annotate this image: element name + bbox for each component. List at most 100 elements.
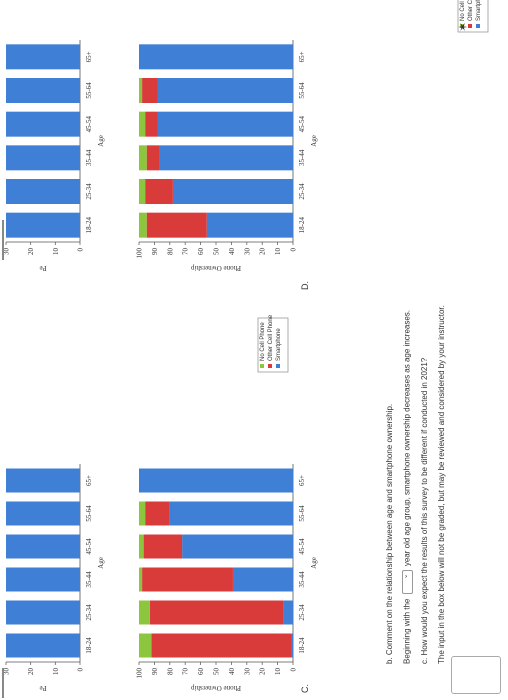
y-tick-label: 20 — [259, 248, 267, 256]
y-tick-label: 70 — [182, 668, 190, 676]
bar-segment — [283, 600, 294, 625]
bar-segment — [139, 567, 143, 592]
x-tick-label: 45-54 — [85, 538, 93, 555]
x-tick-label: 65+ — [85, 475, 93, 486]
y-tick-label: 20 — [259, 668, 267, 676]
y-tick-label: 10 — [52, 248, 60, 256]
y-axis-title: Pe — [40, 264, 47, 272]
legend-right-item-label: No Cell Ph — [460, 0, 466, 21]
x-tick-label: 55-64 — [298, 82, 306, 99]
bar-segment — [291, 633, 293, 658]
y-tick-label: 50 — [213, 248, 221, 256]
y-tick-label: 10 — [274, 248, 282, 256]
x-tick-label: 55-64 — [85, 82, 93, 99]
x-tick-label: 35-44 — [298, 571, 306, 588]
bar-segment — [139, 179, 146, 204]
y-axis-title: Phone Ownership — [191, 264, 241, 272]
legend-right-item-swatch — [476, 24, 480, 28]
y-tick-label: 40 — [228, 668, 236, 676]
y-tick-label: 0 — [77, 248, 85, 252]
y-tick-label: 100 — [136, 248, 144, 259]
question-b-sentence-end: year old age group, smartphone ownership… — [402, 309, 412, 567]
y-tick-label: 10 — [274, 668, 282, 676]
bar-segment — [6, 534, 80, 559]
x-tick-label: 35-44 — [298, 149, 306, 166]
legend-right-item-label: Smartphor — [476, 0, 482, 21]
age-group-dropdown[interactable]: ⌄ — [402, 570, 413, 595]
x-axis-title: Age — [97, 135, 105, 147]
y-tick-label: 30 — [243, 248, 251, 256]
y-tick-label: 0 — [77, 668, 85, 672]
bar-segment — [6, 179, 80, 204]
y-tick-label: 0 — [290, 668, 298, 672]
bar-segment — [206, 212, 293, 238]
question-b-sentence: Beginning with the ⌄ year old age group,… — [402, 310, 413, 664]
x-tick-label: 25-34 — [85, 604, 93, 621]
legend-item-label: Smartphone — [276, 328, 282, 361]
x-tick-label: 25-34 — [85, 183, 93, 200]
bar-segment — [169, 501, 293, 526]
question-c-note: The input in the box below will not be g… — [437, 305, 446, 664]
bar-segment — [6, 78, 80, 103]
bar-segment — [145, 179, 173, 204]
legend-item-box — [257, 317, 289, 373]
bar-segment — [157, 78, 293, 103]
bar-segment — [139, 44, 293, 70]
y-tick-label: 30 — [3, 668, 11, 676]
answer-input-box[interactable] — [451, 656, 501, 694]
bar-segment — [157, 111, 293, 137]
bar-segment — [146, 212, 207, 238]
bar-segment — [6, 44, 80, 70]
chart-a-frame-edge — [2, 668, 4, 698]
legend-item-swatch — [260, 364, 264, 368]
question-b-sentence-start: Beginning with the — [402, 598, 412, 664]
x-axis-title: Age — [310, 135, 318, 147]
bar-segment — [143, 534, 183, 559]
bar-segment — [142, 567, 233, 592]
bar-segment — [6, 468, 80, 493]
y-tick-label: 20 — [27, 668, 35, 676]
y-tick-label: 70 — [182, 248, 190, 256]
x-tick-label: 55-64 — [85, 505, 93, 522]
bar-segment — [6, 633, 80, 658]
y-tick-label: 100 — [136, 668, 144, 679]
bar-segment — [149, 600, 284, 625]
section-c-label: C. — [300, 684, 310, 693]
legend-right-item-swatch — [460, 24, 464, 28]
section-d-label: D. — [300, 281, 310, 290]
y-tick-label: 90 — [151, 668, 159, 676]
bar-segment — [139, 78, 143, 103]
legend-item-swatch — [268, 364, 272, 368]
bar-segment — [182, 534, 293, 559]
y-tick-label: 60 — [197, 668, 205, 676]
x-tick-label: 35-44 — [85, 571, 93, 588]
bar-segment — [139, 111, 146, 137]
x-tick-label: 55-64 — [298, 505, 306, 522]
bar-segment — [139, 501, 146, 526]
x-tick-label: 18-24 — [298, 217, 306, 234]
legend-item-label: Other Cell Phone — [268, 314, 274, 361]
y-tick-label: 30 — [243, 668, 251, 676]
y-tick-label: 60 — [197, 248, 205, 256]
question-c-prompt: c. How would you expect the results of t… — [420, 357, 429, 664]
legend-right-item-label: Other Cell — [468, 0, 474, 21]
question-b-prompt: b. Comment on the relationship between a… — [385, 403, 394, 664]
legend-right-item-box — [457, 0, 489, 33]
y-axis-title: Phone Ownership — [191, 684, 241, 692]
bar-segment — [172, 179, 294, 204]
y-tick-label: 80 — [166, 248, 174, 256]
bar-segment — [139, 633, 152, 658]
bar-segment — [232, 567, 294, 592]
y-tick-label: 50 — [213, 668, 221, 676]
bar-segment — [6, 212, 80, 238]
chart-b-frame-edge — [2, 220, 4, 260]
x-axis-title: Age — [97, 557, 105, 569]
x-tick-label: 65+ — [298, 475, 306, 486]
legend-item-label: No Cell Phone — [260, 322, 266, 361]
y-tick-label: 0 — [290, 248, 298, 252]
bar-segment — [6, 501, 80, 526]
bar-segment — [139, 145, 147, 171]
y-axis-title: Pe — [40, 684, 47, 692]
